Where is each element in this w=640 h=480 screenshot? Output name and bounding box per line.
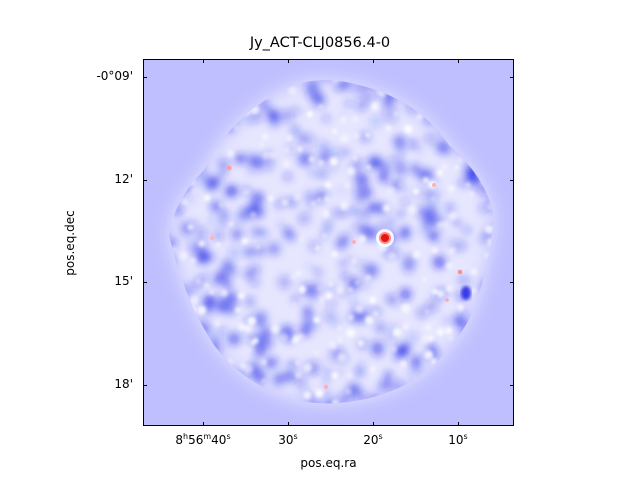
x-tick-label: 8h56m40s [148,432,258,447]
cold-spot [461,286,471,300]
plot-title: Jy_ACT-CLJ0856.4-0 [249,35,391,51]
x-tick-top [288,59,289,63]
y-tick-right [510,77,514,78]
y-tick-left [143,385,147,386]
y-tick-right [510,385,514,386]
x-tick-unit: s [463,432,468,441]
x-tick-value: 20 [363,433,379,447]
y-tick-label: 12' [114,172,133,186]
x-tick-unit: s [293,432,298,441]
y-tick-label: 18' [114,377,133,391]
x-tick-label: 30s [233,432,343,447]
x-tick-hours: 8 [175,433,184,447]
x-tick-value: 30 [278,433,294,447]
x-tick-minutes: 56 [188,433,204,447]
x-axis-label: pos.eq.ra [300,456,357,470]
x-tick-bottom [373,422,374,426]
y-axis-label: pos.eq.dec [63,210,77,276]
x-tick-bottom [288,422,289,426]
warm-spots [210,165,463,390]
y-tick-label: -0°09' [96,69,133,83]
y-tick-right [510,180,514,181]
y-tick-left [143,180,147,181]
x-tick-top [203,59,204,63]
x-tick-top [373,59,374,63]
x-tick-top [458,59,459,63]
x-tick-bottom [458,422,459,426]
y-tick-left [143,282,147,283]
y-tick-left [143,77,147,78]
x-tick-label: 10s [403,432,513,447]
y-tick-right [510,282,514,283]
x-tick-hours-unit: h [183,432,189,441]
x-tick-bottom [203,422,204,426]
y-tick-label: 15' [114,274,133,288]
sky-map [143,59,514,426]
x-tick-minutes-unit: m [203,432,212,441]
x-tick-seconds-unit: s [226,432,231,441]
point-source [376,229,394,247]
sky-map-image [144,60,513,425]
x-tick-label: 20s [318,432,428,447]
x-tick-value: 10 [448,433,464,447]
x-tick-seconds: 40 [211,433,227,447]
x-tick-unit: s [378,432,383,441]
